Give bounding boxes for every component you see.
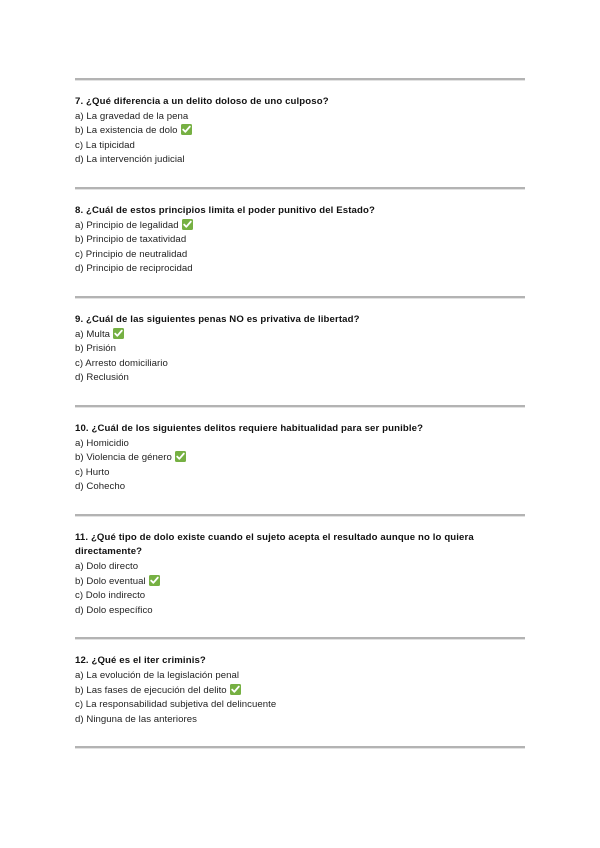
question-block: 8. ¿Cuál de estos principios limita el p…	[75, 204, 525, 277]
answer-option-label: b) Dolo eventual	[75, 575, 146, 587]
question-block: 9. ¿Cuál de las siguientes penas NO es p…	[75, 313, 525, 386]
green-check-icon	[174, 451, 186, 463]
question-tail-gap	[75, 168, 525, 187]
answer-option[interactable]: b) Dolo eventual	[75, 574, 525, 590]
green-check-icon	[148, 574, 160, 586]
question-tail-gap	[75, 386, 525, 405]
answer-option[interactable]: d) La intervención judicial	[75, 153, 525, 168]
answer-option[interactable]: c) Dolo indirecto	[75, 589, 525, 604]
answer-option-label: a) Homicidio	[75, 437, 129, 449]
answer-option-label: b) Las fases de ejecución del delito	[75, 684, 227, 696]
answer-option-label: b) Violencia de género	[75, 452, 172, 464]
document-content: 7. ¿Qué diferencia a un delito doloso de…	[75, 0, 525, 750]
answer-option[interactable]: a) La gravedad de la pena	[75, 110, 525, 125]
answer-option[interactable]: a) Homicidio	[75, 437, 525, 452]
green-check-icon	[113, 327, 125, 339]
question-title: 9. ¿Cuál de las siguientes penas NO es p…	[75, 313, 360, 325]
answer-option-label: c) Hurto	[75, 466, 110, 478]
answer-option[interactable]: c) La responsabilidad subjetiva del deli…	[75, 698, 525, 713]
rule-question-gap	[75, 408, 525, 422]
answer-option-label: b) Prisión	[75, 343, 117, 355]
question-block: 12. ¿Qué es el iter criminis? a) La evolu…	[75, 654, 525, 727]
answer-option[interactable]: c) Arresto domiciliario	[75, 357, 525, 372]
answer-option-list: a) Multa b) Prisión c) Arresto domiciliari…	[75, 327, 525, 386]
answer-option-label: a) Dolo directo	[75, 561, 139, 573]
answer-option-label: d) Ninguna de las anteriores	[75, 713, 197, 725]
answer-option[interactable]: b) Las fases de ejecución del delito	[75, 683, 525, 699]
question-tail-gap	[75, 618, 525, 637]
answer-option[interactable]: d) Reclusión	[75, 371, 525, 386]
question-block: 11. ¿Qué tipo de dolo existe cuando el s…	[75, 531, 525, 619]
answer-option[interactable]: b) Violencia de género	[75, 451, 525, 466]
answer-option-label: b) La existencia de dolo	[75, 125, 178, 137]
section-separator	[75, 295, 525, 299]
question-tail-gap	[75, 727, 525, 746]
question-title: 7. ¿Qué diferencia a un delito doloso de…	[75, 96, 329, 107]
answer-option-list: a) La gravedad de la pena b) La existenci…	[75, 110, 525, 168]
answer-option[interactable]: d) Cohecho	[75, 480, 525, 495]
question-block: 10. ¿Cuál de los siguientes delitos requ…	[75, 422, 525, 495]
answer-option-list: a) Dolo directo b) Dolo eventual c) Dolo i…	[75, 560, 525, 618]
answer-option[interactable]: d) Ninguna de las anteriores	[75, 713, 525, 728]
answer-option-label: a) La gravedad de la pena	[75, 110, 189, 122]
answer-option[interactable]: a) Multa	[75, 327, 525, 343]
section-separator	[75, 746, 525, 750]
answer-option[interactable]: d) Principio de reciprocidad	[75, 262, 525, 277]
rule-question-gap	[75, 299, 525, 313]
answer-option-label: c) La responsabilidad subjetiva del deli…	[75, 699, 277, 711]
section-separator	[75, 637, 525, 641]
answer-option-label: d) Cohecho	[75, 481, 126, 493]
answer-option[interactable]: a) Dolo directo	[75, 560, 525, 575]
answer-option-list: a) Homicidio b) Violencia de género c) Hur…	[75, 437, 525, 495]
answer-option[interactable]: b) Principio de taxatividad	[75, 233, 525, 248]
answer-option[interactable]: a) La evolución de la legislación penal	[75, 669, 525, 684]
question-title: 8. ¿Cuál de estos principios limita el p…	[75, 204, 375, 216]
answer-option[interactable]: c) La tipicidad	[75, 139, 525, 154]
rule-question-gap	[75, 640, 525, 654]
section-separator	[75, 78, 525, 81]
answer-option-label: c) Arresto domiciliario	[75, 357, 168, 369]
answer-option-label: d) Reclusión	[75, 372, 129, 384]
green-check-icon	[181, 218, 193, 230]
answer-option-label: a) Principio de legalidad	[75, 219, 179, 231]
answer-option[interactable]: b) La existencia de dolo	[75, 124, 525, 139]
green-check-icon	[180, 124, 192, 136]
section-separator	[75, 404, 525, 408]
answer-option[interactable]: c) Principio de neutralidad	[75, 248, 525, 263]
answer-option[interactable]: a) Principio de legalidad	[75, 218, 525, 234]
answer-option[interactable]: b) Prisión	[75, 342, 525, 357]
green-check-icon	[229, 683, 241, 695]
answer-option-label: a) La evolución de la legislación penal	[75, 670, 240, 682]
section-separator	[75, 513, 525, 517]
question-tail-gap	[75, 495, 525, 514]
rule-question-gap	[75, 81, 525, 95]
top-spacer	[75, 0, 525, 78]
question-block: 7. ¿Qué diferencia a un delito doloso de…	[75, 95, 525, 168]
answer-option-label: d) La intervención judicial	[75, 154, 185, 166]
answer-option-label: c) Principio de neutralidad	[75, 248, 188, 260]
question-title: 11. ¿Qué tipo de dolo existe cuando el s…	[75, 531, 474, 558]
section-separator	[75, 186, 525, 190]
answer-option[interactable]: d) Dolo específico	[75, 604, 525, 619]
answer-option-label: c) La tipicidad	[75, 139, 135, 151]
rule-question-gap	[75, 517, 525, 531]
answer-option-label: a) Multa	[75, 328, 111, 340]
answer-option-label: d) Principio de reciprocidad	[75, 263, 193, 275]
answer-option-list: a) Principio de legalidad b) Principio de…	[75, 218, 525, 277]
answer-option-label: c) Dolo indirecto	[75, 590, 146, 602]
answer-option-label: d) Dolo específico	[75, 604, 153, 616]
answer-option-list: a) La evolución de la legislación penal b…	[75, 669, 525, 727]
question-title: 10. ¿Cuál de los siguientes delitos requ…	[75, 422, 424, 434]
answer-option[interactable]: c) Hurto	[75, 466, 525, 481]
answer-option-label: b) Principio de taxatividad	[75, 234, 187, 246]
question-title: 12. ¿Qué es el iter criminis?	[75, 655, 206, 667]
rule-question-gap	[75, 190, 525, 204]
question-tail-gap	[75, 277, 525, 296]
